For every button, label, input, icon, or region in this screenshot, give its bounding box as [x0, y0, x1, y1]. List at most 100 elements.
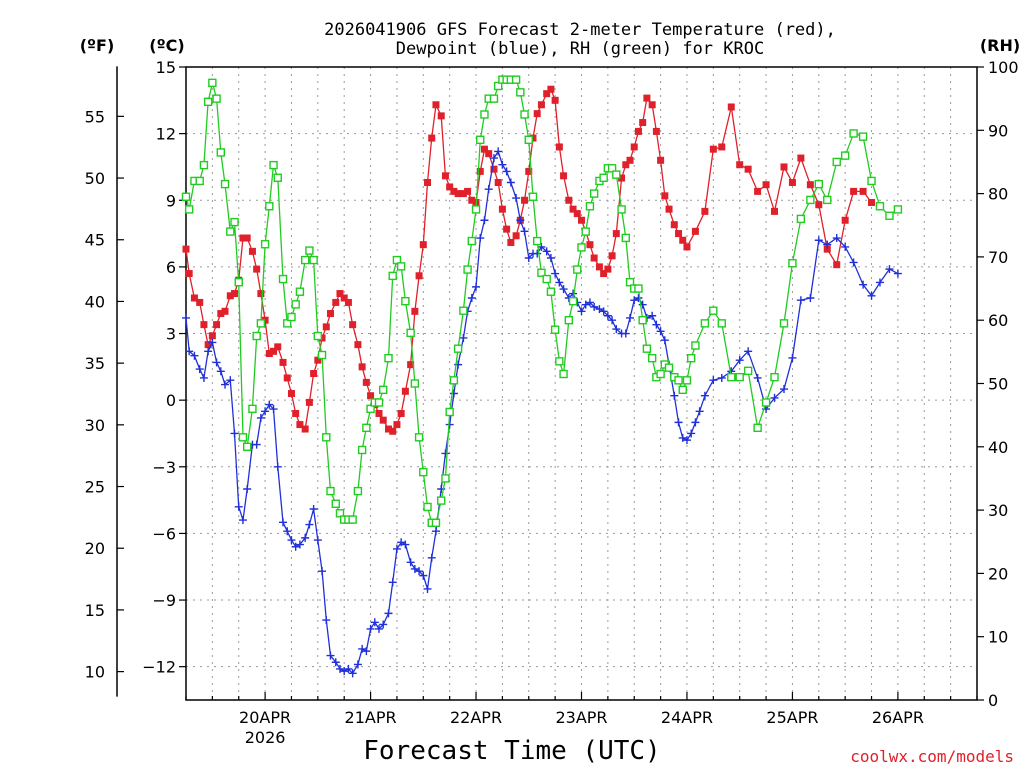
rh-point — [599, 173, 608, 182]
temperature-point — [841, 216, 849, 224]
dewpoint-point — [226, 376, 235, 385]
temperature-point — [476, 167, 484, 175]
dewpoint-point — [682, 436, 691, 445]
dewpoint-point — [581, 300, 590, 309]
chart-title-line1: 2026041906 GFS Forecast 2-meter Temperat… — [324, 20, 836, 40]
dewpoint-point — [788, 353, 797, 362]
x-tick-label: 25APR — [766, 708, 818, 727]
rh-point — [406, 328, 415, 338]
temperature-point — [754, 187, 762, 195]
x-tick-label: 23APR — [555, 708, 607, 727]
rh-point — [489, 94, 499, 103]
dewpoint-point — [806, 293, 815, 302]
dewpoint-point — [674, 418, 683, 427]
dewpoint-point — [533, 249, 542, 258]
x-tick-label: 20APR — [239, 708, 291, 727]
dewpoint-point — [344, 664, 353, 673]
dewpoint-point — [823, 240, 832, 249]
rh-point — [779, 319, 789, 328]
celsius-tick-label: 15 — [156, 58, 176, 77]
rh-point — [384, 353, 393, 363]
rh-point — [770, 372, 779, 382]
temperature-point — [590, 254, 598, 262]
temperature-point — [543, 90, 551, 98]
dewpoint-point — [524, 254, 533, 263]
dewpoint-point — [480, 216, 489, 225]
rh-point — [260, 240, 270, 249]
rh-point — [431, 518, 441, 527]
temperature-point — [521, 196, 529, 204]
temperature-point — [762, 181, 770, 189]
temperature-point — [411, 307, 419, 315]
temperature-point — [379, 416, 387, 424]
rh-point — [335, 509, 345, 518]
temperature-point — [529, 134, 537, 142]
rh-point — [273, 173, 282, 182]
dewpoint-point — [238, 516, 247, 525]
rh-tick-label: 40 — [988, 438, 1008, 457]
dewpoint-point — [796, 296, 805, 305]
temperature-point — [485, 150, 493, 158]
rh-point — [226, 227, 235, 236]
rh-point — [612, 170, 621, 179]
temperature-point — [200, 321, 208, 329]
dewpoint-point — [630, 296, 639, 305]
dewpoint-point — [608, 316, 617, 325]
x-tick-label: 24APR — [661, 708, 713, 727]
dewpoint-point — [358, 644, 367, 653]
temperature-point — [797, 154, 805, 162]
rh-point — [441, 474, 450, 483]
temperature-point — [326, 310, 334, 318]
dewpoint-point — [185, 347, 194, 356]
temperature-point — [533, 110, 541, 118]
rh-point — [796, 214, 806, 224]
rh-point — [520, 110, 529, 119]
temperature-point — [503, 225, 511, 233]
fahrenheit-tick-label: 45 — [85, 231, 105, 250]
temperature-point — [630, 143, 638, 151]
rh-point — [625, 278, 635, 287]
temperature-point — [221, 307, 229, 315]
temperature-point — [362, 378, 370, 386]
temperature-point — [450, 187, 458, 195]
rh-tick-label: 100 — [988, 58, 1019, 77]
dewpoint-point — [691, 418, 700, 427]
dewpoint-point — [520, 227, 529, 236]
temperature-point — [639, 119, 647, 127]
dewpoint-point — [208, 338, 217, 347]
rh-point — [401, 297, 410, 306]
dewpoint-point — [449, 389, 458, 398]
dewpoint-point — [494, 147, 503, 156]
dewpoint-point — [384, 609, 393, 618]
rh-point — [423, 502, 432, 512]
dewpoint-point — [612, 325, 621, 334]
dewpoint-point — [893, 269, 902, 278]
series-dewpoint — [182, 147, 902, 678]
rh-point — [287, 312, 296, 322]
temperature-point — [349, 321, 357, 329]
dewpoint-point — [243, 485, 252, 493]
chart-title-line2: Dewpoint (blue), RH (green) for KROC — [396, 39, 764, 59]
temperature-point — [428, 134, 436, 142]
fahrenheit-tick-label: 10 — [85, 663, 105, 682]
rh-point — [727, 372, 736, 382]
temperature-point — [604, 265, 612, 273]
rh-point — [230, 217, 239, 227]
dewpoint-point — [326, 651, 335, 660]
temperature-point — [253, 265, 261, 273]
temperature-point — [565, 196, 573, 204]
site-credit: coolwx.com/models — [850, 747, 1014, 766]
temperature-point — [744, 165, 752, 173]
x-axis-title: Forecast Time (UTC) — [363, 736, 660, 766]
temperature-point — [344, 298, 352, 306]
rh-point — [533, 236, 542, 246]
rh-point — [559, 369, 568, 379]
rh-point — [366, 404, 375, 414]
temperature-point — [683, 243, 691, 251]
temperature-point — [318, 334, 326, 342]
rh-point — [269, 160, 278, 170]
rh-point — [388, 271, 397, 281]
rh-point — [617, 205, 626, 214]
dewpoint-point — [832, 234, 841, 243]
